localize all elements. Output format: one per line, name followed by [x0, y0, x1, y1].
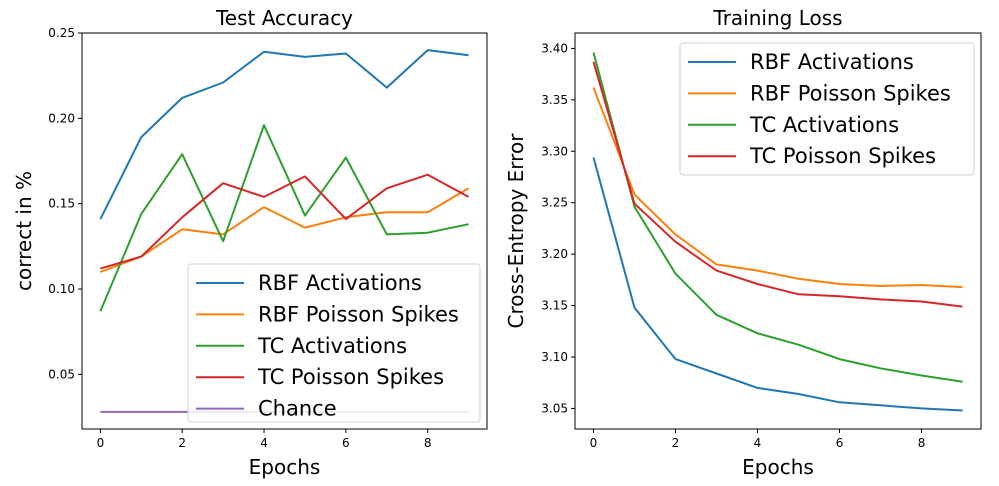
- loss-x-tick-label: 0: [590, 436, 598, 450]
- loss-y-tick-label: 3.20: [541, 247, 568, 261]
- loss-x-tick-label: 2: [672, 436, 680, 450]
- accuracy-legend-label: Chance: [258, 397, 337, 421]
- accuracy-legend: RBF Activations RBF Poisson Spikes TC Acti…: [187, 263, 481, 423]
- accuracy-y-tick-label: 0.20: [48, 111, 75, 125]
- accuracy-legend-label: TC Activations: [257, 334, 407, 358]
- accuracy-y-axis-label: correct in %: [12, 171, 36, 291]
- loss-plot-frame: [574, 32, 982, 430]
- loss-series-line-rbf-poisson-spikes: [592, 87, 963, 289]
- loss-y-tick-label: 3.35: [541, 93, 568, 107]
- loss-chart-title: Training Loss: [712, 6, 842, 30]
- accuracy-x-tick-label: 6: [342, 436, 350, 450]
- accuracy-chart-title: Test Accuracy: [215, 6, 353, 30]
- loss-series-line-tc-activations: [592, 52, 963, 383]
- accuracy-legend-box: [187, 263, 481, 423]
- accuracy-x-tick-label: 8: [424, 436, 432, 450]
- accuracy-legend-label: RBF Activations: [258, 271, 422, 295]
- accuracy-x-tick-label: 2: [178, 436, 186, 450]
- loss-series-line-rbf-activations: [592, 157, 963, 412]
- loss-legend: RBF Activations RBF Poisson Spikes TC Acti…: [679, 42, 975, 176]
- loss-legend-label: TC Poisson Spikes: [749, 144, 936, 168]
- loss-legend-label: RBF Activations: [750, 50, 914, 74]
- accuracy-series-line-tc-activations: [99, 124, 469, 312]
- accuracy-x-axis-label: Epochs: [249, 455, 321, 479]
- loss-x-tick-label: 8: [918, 436, 926, 450]
- accuracy-y-tick-label: 0.25: [48, 26, 75, 40]
- loss-y-tick-label: 3.40: [541, 41, 568, 55]
- accuracy-plot-frame: [81, 32, 488, 430]
- loss-y-tick-label: 3.15: [541, 299, 568, 313]
- accuracy-legend-label: RBF Poisson Spikes: [258, 302, 459, 326]
- loss-y-tick-label: 3.25: [541, 196, 568, 210]
- training-loss-chart: 0 2 4 6 8 3.05 3.10 3.15 3.20 3.25 3.30 3.35 3.40 Tra…: [504, 6, 982, 479]
- loss-x-axis-label: Epochs: [742, 455, 814, 479]
- loss-y-tick-label: 3.10: [541, 350, 568, 364]
- loss-x-tick-label: 4: [754, 436, 762, 450]
- loss-x-tick-label: 6: [836, 436, 844, 450]
- loss-legend-box: [679, 42, 975, 176]
- loss-y-tick-label: 3.05: [541, 401, 568, 415]
- accuracy-x-tick-label: 0: [97, 436, 105, 450]
- accuracy-series-line-rbf-poisson-spikes: [100, 187, 470, 273]
- accuracy-series-line-rbf-activations: [99, 49, 469, 220]
- loss-y-tick-label: 3.30: [541, 144, 568, 158]
- accuracy-y-tick-label: 0.05: [48, 367, 75, 381]
- loss-series-line-tc-poisson-spikes: [592, 61, 963, 308]
- accuracy-y-tick-label: 0.15: [48, 197, 75, 211]
- test-accuracy-chart: 0 2 4 6 8 0.05 0.10 0.15 0.20 0.25 Test Accuracy Ep…: [12, 6, 488, 479]
- loss-legend-label: RBF Poisson Spikes: [750, 81, 951, 105]
- loss-y-axis-label: Cross-Entropy Error: [504, 133, 528, 329]
- accuracy-y-tick-label: 0.10: [48, 282, 75, 296]
- loss-legend-label: TC Activations: [749, 113, 899, 137]
- accuracy-x-tick-label: 4: [260, 436, 268, 450]
- accuracy-legend-label: TC Poisson Spikes: [257, 365, 444, 389]
- accuracy-series-line-tc-poisson-spikes: [100, 173, 470, 270]
